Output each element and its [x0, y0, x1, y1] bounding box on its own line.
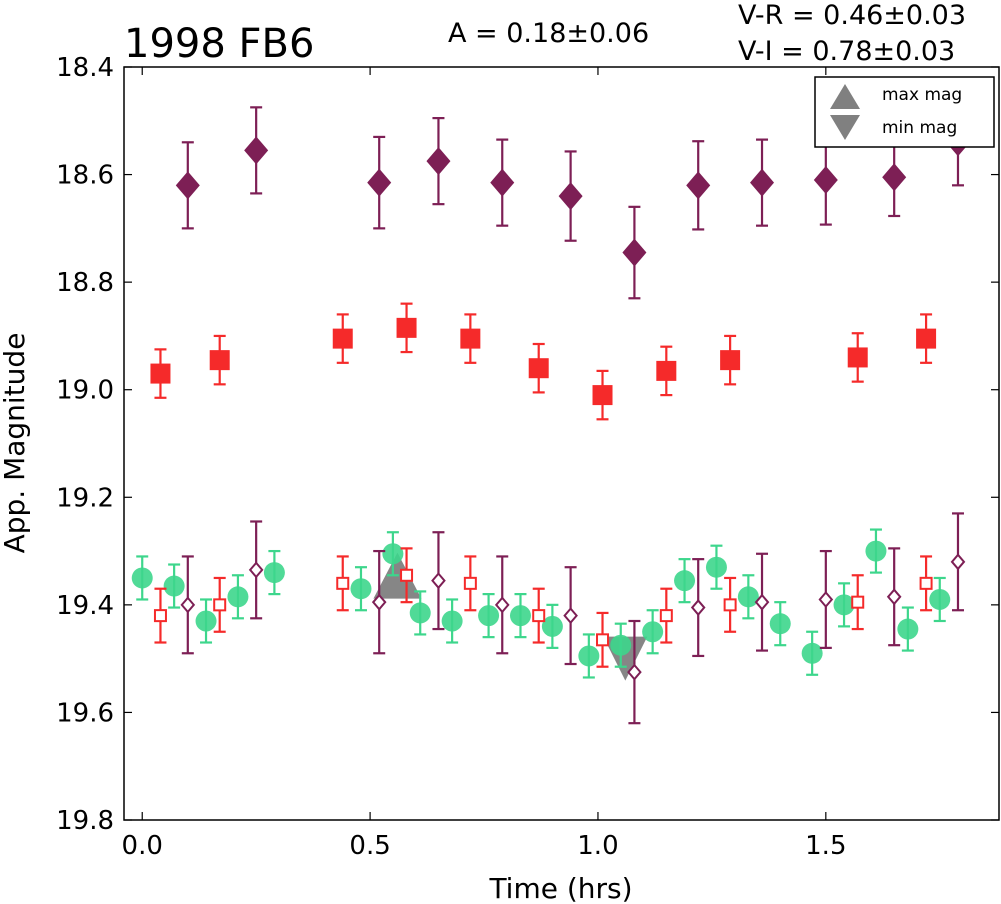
y-tick-label: 18.8: [56, 268, 114, 298]
diamond-point: [490, 168, 515, 197]
y-tick-label: 19.8: [56, 806, 114, 836]
open-diamond-point: [754, 593, 770, 611]
v-r-annotation: V-R = 0.46±0.03: [738, 0, 966, 31]
circle-point: [131, 567, 153, 589]
circle-point: [642, 621, 664, 643]
legend-min-mag-marker: [830, 115, 860, 140]
open-square-point: [596, 633, 610, 647]
open-square-point: [213, 598, 227, 612]
v-i-annotation: V-I = 0.78±0.03: [738, 36, 955, 67]
open-square-point: [851, 595, 865, 609]
open-diamond-point: [818, 590, 834, 609]
circle-point: [350, 578, 372, 600]
circle-point: [897, 618, 919, 640]
x-tick-label: 0.0: [122, 831, 163, 861]
square-point: [150, 363, 171, 384]
diamond-point: [367, 168, 392, 197]
circle-point: [705, 556, 727, 578]
circle-point: [409, 602, 431, 624]
open-square-point: [153, 609, 167, 623]
square-point: [916, 328, 937, 349]
circle-point: [865, 540, 887, 562]
square-point: [656, 360, 677, 381]
legend-max-mag-label: max mag: [882, 85, 962, 105]
plot-frame: [123, 66, 1000, 821]
x-axis-label: Time (hrs): [488, 872, 632, 904]
y-tick-label: 19.0: [56, 376, 114, 406]
square-point: [460, 328, 481, 349]
square-point: [396, 317, 417, 338]
diamond-point: [244, 136, 269, 165]
circle-point: [382, 543, 404, 565]
circle-point: [737, 586, 759, 608]
x-tick-label: 1.0: [577, 831, 618, 861]
open-diamond-point: [950, 553, 966, 571]
amplitude-annotation: A = 0.18±0.06: [448, 18, 649, 49]
open-diamond-point: [431, 572, 446, 590]
legend-min-mag-label: min mag: [882, 118, 957, 138]
circle-point: [769, 613, 791, 635]
square-point: [847, 347, 868, 368]
diamond-point: [813, 165, 838, 194]
x-tick-label: 0.5: [349, 831, 390, 861]
circle-point: [801, 642, 823, 664]
open-diamond-point: [886, 588, 902, 606]
circle-point: [195, 610, 217, 632]
y-tick-label: 19.4: [56, 591, 114, 621]
open-square-point: [336, 576, 350, 590]
circle-point: [929, 588, 951, 610]
diamond-point: [622, 238, 647, 267]
circle-point: [578, 645, 600, 667]
circle-point: [833, 594, 855, 616]
y-axis-label: App. Magnitude: [0, 333, 31, 554]
open-square-point: [659, 609, 673, 623]
open-square-point: [463, 576, 477, 590]
circle-point: [674, 570, 696, 592]
circle-point: [441, 610, 463, 632]
square-point: [209, 350, 230, 371]
square-point: [592, 385, 613, 406]
circle-point: [227, 586, 249, 608]
circle-point: [163, 575, 185, 597]
circle-point: [541, 615, 563, 637]
y-tick-label: 18.6: [56, 161, 114, 191]
open-diamond-point: [563, 607, 578, 625]
diamond-point: [882, 163, 907, 192]
diamond-point: [750, 168, 775, 197]
diamond-point: [686, 171, 711, 200]
diamond-point: [558, 182, 583, 211]
legend: max mag min mag: [814, 76, 995, 148]
circle-point: [610, 634, 632, 656]
open-diamond-point: [180, 596, 196, 614]
open-diamond-point: [248, 561, 264, 579]
open-diamond-point: [494, 596, 510, 614]
circle-point: [263, 562, 285, 584]
open-square-point: [919, 576, 933, 590]
open-square-point: [723, 598, 737, 612]
circle-point: [509, 605, 531, 627]
diamond-point: [175, 171, 200, 200]
open-diamond-point: [690, 599, 706, 617]
x-tick-label: 1.5: [805, 831, 846, 861]
axis-ticks: 0.0 0.5 1.0 1.5 18.4 18.6 18.8 19.0 19.2 19.4 19.6…: [56, 53, 999, 861]
open-square-point: [400, 568, 414, 582]
y-tick-label: 18.4: [56, 53, 114, 83]
open-diamond-point: [371, 593, 387, 611]
square-point: [332, 328, 353, 349]
y-tick-label: 19.6: [56, 698, 114, 728]
open-diamond-point: [627, 663, 642, 681]
square-point: [528, 358, 549, 379]
diamond-point: [426, 147, 451, 176]
y-tick-label: 19.2: [56, 483, 114, 513]
circle-point: [478, 605, 500, 627]
open-square-point: [532, 609, 546, 623]
chart-title: 1998 FB6: [124, 21, 314, 67]
legend-max-mag-marker: [830, 84, 860, 109]
square-point: [720, 350, 741, 371]
data-marks: [131, 98, 970, 725]
